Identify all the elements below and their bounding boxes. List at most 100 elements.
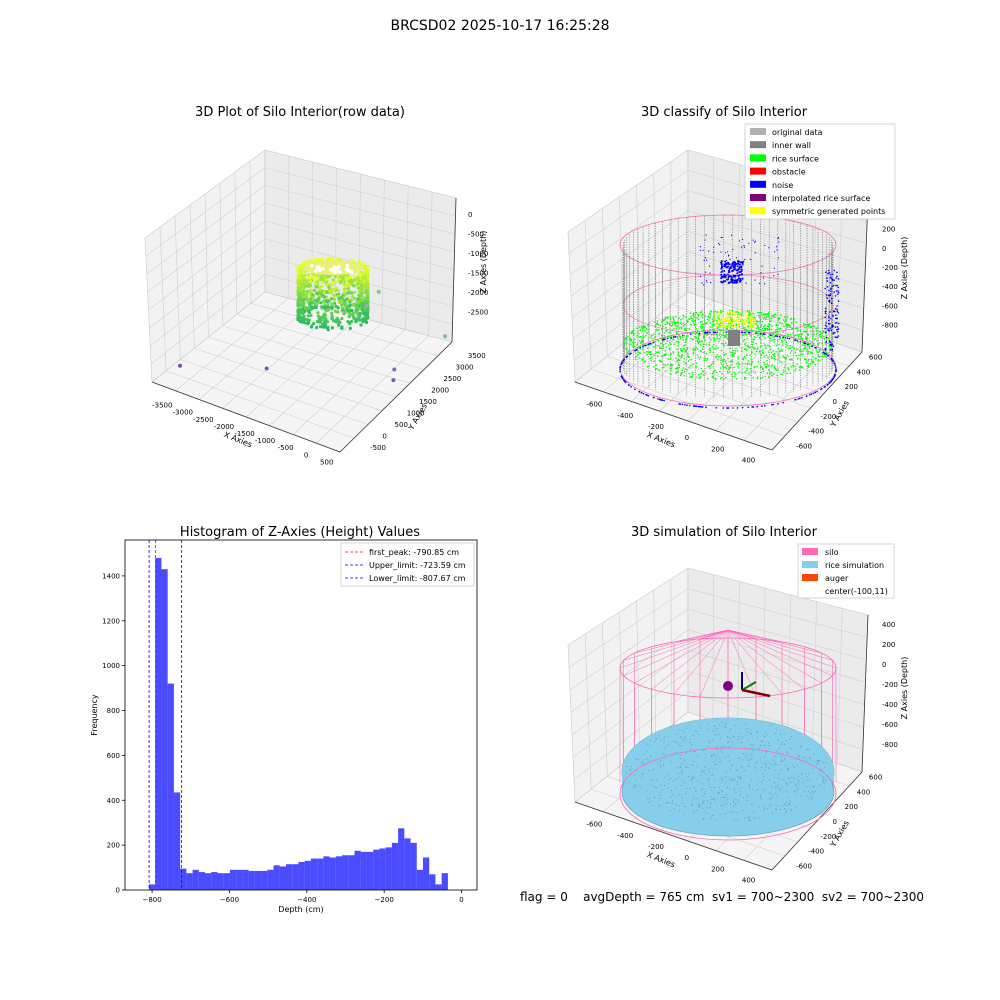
chart-title: 3D simulation of Silo Interior [631,525,818,540]
y-tick-label: 400 [107,797,120,805]
rice-surface-point [708,317,710,319]
rice-surface-point [710,322,712,324]
rice-mesh-dot [649,745,651,747]
grid-line [571,230,689,318]
rice-surface-point [819,330,821,333]
data-point [356,276,360,280]
rice-surface-point [718,334,721,336]
data-point [340,299,344,303]
rice-surface-point [718,329,720,331]
rice-surface-point [741,372,743,374]
rice-mesh-dot [698,805,700,807]
noise-point [634,388,636,391]
histogram-bar [366,851,374,890]
rice-surface-point [779,314,782,316]
rice-mesh-dot [625,772,627,774]
rice-surface-point [672,321,674,324]
noise-point [827,329,830,332]
panel-simulation: 3D simulation of Silo Interior -600-400-… [567,525,909,884]
rice-surface-point [723,331,725,334]
rice-surface-point [741,347,743,349]
rice-surface-point [762,318,765,320]
rice-surface-point [622,346,625,348]
noise-point [721,269,724,271]
rice-surface-point [747,325,749,328]
x-tick-label: -600 [586,821,602,829]
symmetric-point [753,327,755,329]
rice-mesh-dot [705,791,707,793]
noise-point [830,343,833,346]
rice-surface-point [758,311,761,314]
rice-surface-point [630,340,632,342]
rice-mesh-dot [688,767,690,769]
rice-surface-point [738,371,741,374]
data-point [349,319,354,324]
rice-mesh-dot [680,763,682,765]
noise-point [829,322,831,325]
grid-line [737,164,740,310]
rice-surface-point [670,369,673,372]
rice-surface-point [762,314,765,316]
rice-surface-point [785,324,788,327]
legend-label: rice simulation [825,561,884,570]
noise-point [832,360,834,363]
rice-surface-point [758,314,760,317]
noise-point [739,278,742,281]
rice-surface-point [644,360,646,362]
rice-surface-point [811,341,813,343]
rice-mesh-dot [738,801,739,803]
rice-surface-point [692,363,694,366]
rice-surface-point [745,342,747,344]
rice-surface-point [664,349,667,352]
symmetric-point [728,321,731,324]
noise-point [741,246,743,248]
rice-mesh-dot [751,733,753,735]
rice-mesh-dot [738,738,739,740]
data-point [320,316,324,320]
rice-surface-point [808,323,811,326]
rice-surface-point [709,328,711,331]
rice-surface-point [799,365,801,368]
rice-surface-point [780,327,782,330]
rice-mesh-dot [686,727,687,729]
rice-mesh-dot [748,758,750,760]
data-point [330,326,334,330]
rice-surface-point [809,342,811,345]
data-point [326,308,331,312]
rice-mesh-dot [634,784,636,786]
noise-point [623,379,625,382]
symmetric-point [747,326,749,329]
rice-surface-point [752,341,755,344]
noise-point [726,278,729,281]
rice-mesh-dot [709,771,711,773]
rice-mesh-dot [774,782,776,784]
rice-surface-point [789,372,791,375]
rice-surface-point [781,344,784,347]
noise-point [749,258,752,260]
rice-mesh-dot [703,772,705,774]
rice-surface-point [766,359,768,362]
rice-mesh-dot [714,800,716,802]
rice-mesh-dot [741,766,743,768]
x-tick-label: 0 [304,451,308,459]
noise-point [799,397,801,400]
silo-roof-wire [673,629,729,695]
rice-surface-point [658,351,660,353]
rice-mesh-dot [680,736,682,737]
rice-mesh-dot [643,754,645,756]
symmetric-point [748,317,751,319]
rice-mesh-dot [725,813,727,815]
noise-point [741,262,744,265]
rice-surface-point [718,323,720,326]
noise-point [728,263,731,266]
data-point [365,307,369,311]
symmetric-point [738,322,740,325]
rice-mesh-dot [769,805,770,807]
grid-line [687,670,864,728]
grid-line [687,251,864,309]
data-point [323,274,327,278]
rice-surface-point [815,349,818,352]
rice-surface-point [697,373,700,376]
rice-mesh-dot [658,794,660,796]
rice-surface-point [725,362,728,365]
